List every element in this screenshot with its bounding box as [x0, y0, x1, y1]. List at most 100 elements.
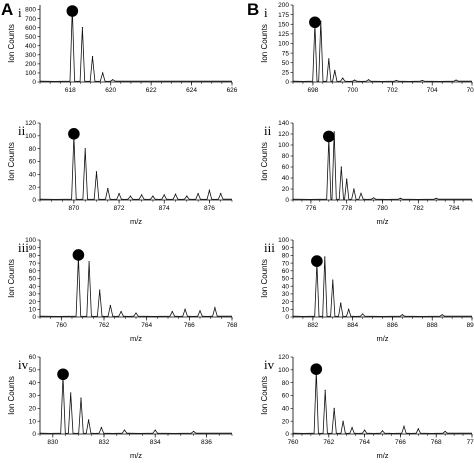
chart-a-iv-label: iv [18, 357, 29, 372]
chart-a-ii-spectrum-line [39, 135, 232, 200]
chart-b-iii-ytick-label: 60 [282, 268, 290, 275]
chart-b-iii-xtick-label: 884 [347, 322, 358, 329]
chart-a-ii-ytick-label: 0 [32, 197, 36, 204]
chart-b-i-ylabel: Ion Counts [260, 24, 269, 63]
chart-b-i-ytick-label: 50 [282, 60, 290, 67]
chart-b-iv-xtick-label: 762 [323, 439, 334, 446]
chart-a-i-peak-point [112, 79, 114, 81]
chart-a-iii-peak-point [99, 289, 101, 291]
chart-b-iii-ytick-label: 70 [282, 260, 290, 267]
chart-b-iii-xtick-label: 882 [307, 322, 318, 329]
chart-a-iv-peak-point [88, 419, 90, 421]
chart-b-i-label: i [264, 5, 268, 20]
chart-a-iv-xtick-label: 834 [150, 439, 161, 446]
chart-b-ii-ytick-label: 120 [278, 131, 289, 138]
chart-a-iii-xlabel: m/z [130, 334, 142, 343]
chart-a-i-xtick-label: 618 [65, 87, 76, 94]
chart-a-iii-ylabel: Ion Counts [7, 259, 16, 298]
chart-b-iv-xtick-label: 770 [467, 439, 474, 446]
chart-b-ii-peak-point [435, 197, 437, 199]
chart-a-ii-xtick-label: 874 [159, 205, 170, 212]
chart-a-ii-ytick-label: 60 [29, 159, 37, 166]
chart-b-iii-ytick-label: 20 [282, 299, 290, 306]
chart-b-ii-xtick-label: 782 [413, 205, 424, 212]
chart-a-i-xtick-label: 620 [105, 87, 116, 94]
chart-b-ii-peak-point [333, 131, 335, 133]
chart-a-iii-peak-point [135, 312, 137, 314]
chart-a-i-xtick-label: 624 [186, 87, 197, 94]
chart-a-ii-peak-point [174, 193, 177, 195]
chart-a-ii-monoisotopic-dot [68, 128, 80, 140]
chart-b-iv-ytick-label: 80 [282, 380, 290, 387]
chart-a-iv-ytick-label: 40 [29, 380, 37, 387]
chart-a-iii-xtick-label: 768 [227, 322, 238, 329]
chart-a-ii-peak-point [141, 194, 143, 196]
chart-a-i-ytick-label: 200 [25, 61, 36, 68]
chart-a-ii-peak-point [118, 192, 120, 195]
chart-b-iv-peak-point [333, 407, 335, 409]
chart-a-i-spectrum-line [39, 8, 232, 82]
chart-a-iii-label: iii [18, 240, 29, 255]
chart-a-iv-peak-point [80, 397, 82, 399]
chart-b-iv-xtick-label: 760 [288, 439, 299, 446]
chart-b-i-peak-point [367, 79, 370, 81]
chart-a-ii-ytick-label: 100 [25, 133, 36, 140]
chart-a-i-label: i [18, 5, 22, 20]
chart-b-i-ytick-label: 125 [278, 31, 289, 38]
chart-a-ii-peak-point [208, 189, 211, 191]
chart-b-iv-xtick-label: 766 [395, 439, 406, 446]
chart-b-iv-peak-point [417, 428, 419, 430]
panel-letter-b: B [247, 0, 259, 19]
chart-a-ii-ytick-label: 120 [25, 120, 36, 127]
chart-b-iv-xtick-label: 764 [359, 439, 370, 446]
chart-b-iv-ytick-label: 0 [285, 431, 289, 438]
chart-a-iv-xtick-label: 836 [201, 439, 212, 446]
chart-a-iii-ytick-label: 0 [32, 314, 36, 321]
chart-a-iv-ytick-label: 10 [29, 418, 37, 425]
panel-letter-a: A [1, 0, 13, 19]
chart-b-i-spectrum-line [292, 21, 472, 82]
chart-a-ii-ylabel: Ion Counts [7, 142, 16, 181]
chart-a-iii-xtick-label: 760 [56, 322, 67, 329]
chart-a-iii-ytick-label: 80 [29, 253, 37, 260]
chart-b-iv-peak-point [342, 420, 344, 422]
chart-a-iii-peak-point [120, 311, 122, 313]
chart-b-iii-ytick-label: 0 [285, 314, 289, 321]
chart-b-ii-xtick-label: 780 [377, 205, 388, 212]
chart-a-ii-xlabel: m/z [130, 217, 142, 226]
chart-b-i-peak-point [334, 69, 336, 72]
chart-a-ii-peak-point [152, 195, 154, 197]
chart-b-iii-monoisotopic-dot [311, 255, 323, 267]
chart-a-iv-xtick-label: 832 [99, 439, 110, 446]
chart-b-iv-ylabel: Ion Counts [260, 376, 269, 415]
chart-b-i-peak-point [455, 79, 457, 81]
chart-a-iii-xtick-label: 766 [184, 322, 195, 329]
chart-a-i-ytick-label: 500 [25, 34, 36, 41]
chart-b-i-ytick-label: 150 [278, 21, 289, 28]
chart-b-ii-peak-point [340, 166, 342, 168]
chart-a-iii-ytick-label: 30 [29, 291, 37, 298]
chart-b-i-xtick-label: 700 [347, 87, 358, 94]
chart-b-ii-xtick-label: 776 [305, 205, 316, 212]
chart-a-iv-ytick-label: 60 [29, 354, 37, 361]
chart-a-ii-peak-point [129, 195, 131, 197]
chart-a-iv-ylabel: Ion Counts [7, 376, 16, 415]
chart-b-iv-ytick-label: 40 [282, 406, 290, 413]
chart-b-i-xtick-label: 706 [467, 87, 474, 94]
chart-a-i-peak-point [102, 72, 104, 74]
chart-b-i: i Ion Counts 0 25 50 75 100 125 150 175 200 698 700 7… [260, 2, 474, 94]
chart-a-ii-xtick-label: 870 [68, 205, 79, 212]
chart-a-ii-peak-point [107, 187, 109, 190]
chart-a-iii-peak-point [109, 304, 111, 307]
chart-b-ii-ytick-label: 100 [278, 142, 289, 149]
chart-b-iv-peak-point [381, 430, 384, 432]
chart-b-iii-ytick-label: 90 [282, 245, 290, 252]
chart-b-ii-ytick-label: 60 [282, 164, 290, 171]
chart-b-iv-peak-point [444, 430, 446, 433]
chart-b-iv-spectrum-line [292, 371, 472, 434]
chart-b-iii-xtick-label: 888 [427, 322, 438, 329]
chart-b-ii-ylabel: Ion Counts [260, 142, 269, 181]
chart-a-i-xtick-label: 626 [227, 87, 238, 94]
